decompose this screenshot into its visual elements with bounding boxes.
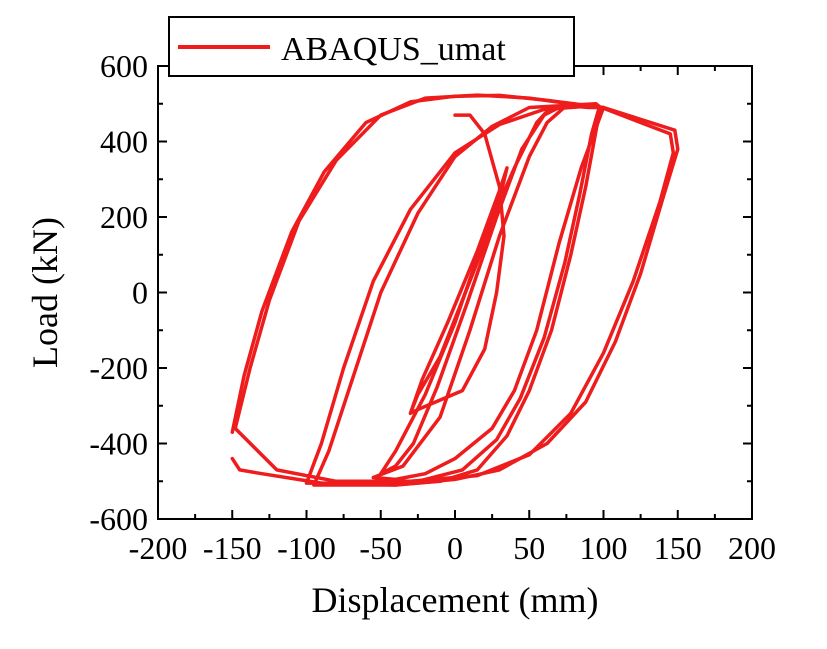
legend-box [168, 16, 575, 77]
x-axis-title: Displacement (mm) [312, 580, 599, 620]
y-tick-label: 600 [100, 48, 148, 84]
x-tick-label: 50 [513, 530, 545, 566]
plot-area-frame [157, 65, 753, 520]
y-tick-label: 200 [100, 199, 148, 235]
series-0-loop-6 [233, 93, 676, 484]
series-0-loop-5 [230, 93, 680, 487]
x-tick-label: -100 [277, 530, 336, 566]
series-0-loop-2 [371, 103, 606, 482]
x-tick-label: 200 [728, 530, 776, 566]
series-0-loop-4 [304, 103, 601, 485]
y-tick-label: 400 [100, 124, 148, 160]
legend-label: ABAQUS_umat [281, 31, 506, 68]
x-tick-label: 0 [447, 530, 463, 566]
legend: ABAQUS_umat [168, 16, 575, 77]
x-tick-label: -150 [203, 530, 262, 566]
y-tick-label: -600 [89, 501, 148, 537]
tick-layer: -200 -150 -100 -50 0 50 100 150 200 -600 -400 -200 0… [89, 48, 776, 566]
y-tick-label: 0 [132, 275, 148, 311]
series-0-loop-0 [408, 113, 509, 416]
curve-layer [230, 93, 680, 487]
y-tick-label: -400 [89, 426, 148, 462]
y-tick-label: -200 [89, 350, 148, 386]
series-0-loop-1 [379, 105, 561, 476]
x-tick-label: -200 [129, 530, 188, 566]
x-tick-label: 150 [654, 530, 702, 566]
x-tick-label: 100 [580, 530, 628, 566]
y-axis-title: Load (kN) [25, 217, 65, 368]
x-tick-label: -50 [359, 530, 402, 566]
